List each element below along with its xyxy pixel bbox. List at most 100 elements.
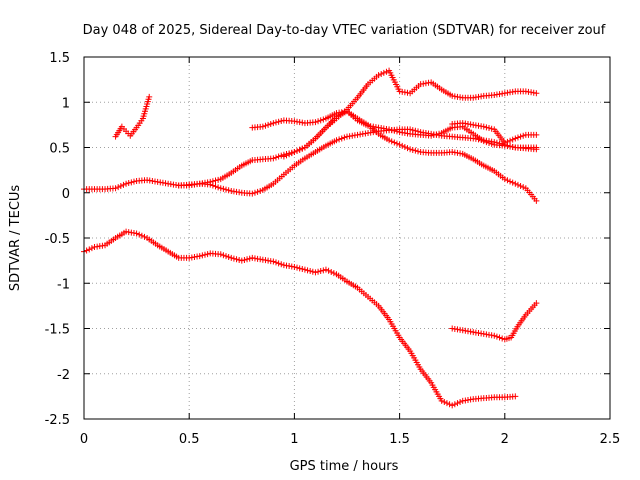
x-tick-labels: 0 0.5 1 1.5 2 2.5 <box>80 432 620 447</box>
data-point <box>244 256 251 263</box>
data-point <box>83 247 90 254</box>
x-tick-label: 1 <box>290 432 298 447</box>
data-point <box>393 128 400 135</box>
data-point <box>520 132 527 139</box>
data-point <box>212 177 219 184</box>
data-point <box>223 253 230 260</box>
data-point <box>391 139 398 146</box>
data-point <box>128 179 135 186</box>
data-point <box>446 401 453 408</box>
data-point <box>225 187 232 194</box>
series-track-g <box>449 300 540 343</box>
data-point <box>386 126 393 133</box>
data-point <box>388 138 395 145</box>
data-point <box>399 142 406 149</box>
y-tick-label: 1 <box>62 96 70 111</box>
data-point <box>309 268 316 275</box>
data-point <box>488 125 495 132</box>
data-point <box>209 182 216 189</box>
data-point <box>486 125 493 132</box>
data-point <box>294 264 301 271</box>
y-tick-label: -0.5 <box>45 232 70 247</box>
data-point <box>217 251 224 258</box>
data-point <box>136 231 143 238</box>
data-point <box>393 140 400 147</box>
data-point <box>441 399 448 406</box>
data-point <box>504 177 511 184</box>
data-point <box>396 141 403 148</box>
data-point <box>312 119 319 126</box>
data-point <box>270 120 277 127</box>
data-point <box>322 266 329 273</box>
series-track-e <box>449 120 540 146</box>
data-point <box>317 117 324 124</box>
data-point <box>291 149 298 156</box>
data-point <box>312 269 319 276</box>
series-track-f <box>81 228 519 409</box>
data-point <box>120 181 127 188</box>
data-point <box>88 245 95 252</box>
data-point <box>117 182 124 189</box>
data-point <box>207 181 214 188</box>
data-point <box>238 257 245 264</box>
data-point <box>512 393 519 400</box>
data-point <box>220 185 227 192</box>
data-point <box>533 197 540 204</box>
x-tick-label: 0 <box>80 432 88 447</box>
data-point <box>341 134 348 141</box>
data-point <box>504 138 511 145</box>
data-point <box>262 122 269 129</box>
data-point <box>291 263 298 270</box>
data-point <box>251 189 258 196</box>
data-point <box>236 256 243 263</box>
data-point <box>451 401 458 408</box>
data-point <box>278 152 285 159</box>
data-point <box>317 268 324 275</box>
data-point <box>517 133 524 140</box>
data-point <box>259 123 266 130</box>
data-point <box>380 69 387 76</box>
x-tick-label: 2 <box>501 432 509 447</box>
data-point <box>223 186 230 193</box>
data-point <box>270 155 277 162</box>
data-point <box>480 123 487 130</box>
y-tick-label: 0.5 <box>49 142 70 157</box>
data-point <box>533 90 540 97</box>
data-point <box>275 118 282 125</box>
y-tick-label: 1.5 <box>49 51 70 66</box>
data-point <box>507 137 514 144</box>
data-point <box>272 259 279 266</box>
data-point <box>307 268 314 275</box>
data-point <box>501 176 508 183</box>
data-point <box>488 140 495 147</box>
data-point <box>401 144 408 151</box>
data-point <box>286 151 293 158</box>
data-point <box>493 333 500 340</box>
data-point <box>483 124 490 131</box>
data-point <box>315 118 322 125</box>
data-point <box>404 145 411 152</box>
data-point <box>228 254 235 261</box>
data-point <box>201 251 208 258</box>
data-point <box>225 254 232 261</box>
data-point <box>449 402 456 409</box>
data-point <box>496 334 503 341</box>
chart-title: Day 048 of 2025, Sidereal Day-to-day VTE… <box>83 23 606 38</box>
data-point <box>336 136 343 143</box>
x-axis-label: GPS time / hours <box>290 459 399 474</box>
data-point <box>275 153 282 160</box>
data-point <box>199 252 206 259</box>
data-point <box>415 148 422 155</box>
data-point <box>430 132 437 139</box>
data-point <box>146 93 153 100</box>
data-point <box>233 256 240 263</box>
data-point <box>265 121 272 128</box>
data-point <box>501 139 508 146</box>
data-point <box>138 232 145 239</box>
data-point <box>333 137 340 144</box>
data-point <box>436 130 443 137</box>
data-point <box>483 139 490 146</box>
data-point <box>280 153 287 160</box>
data-point <box>215 176 222 183</box>
